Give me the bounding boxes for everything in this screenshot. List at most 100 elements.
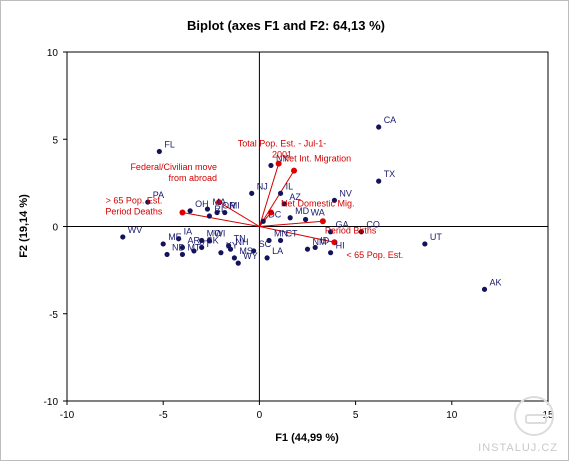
observation-label: SC: [259, 239, 272, 249]
observation-point: [227, 246, 234, 252]
observation-label: LA: [272, 246, 283, 256]
observation-point: [164, 251, 170, 258]
observation-point: [327, 229, 334, 235]
observation-label: MI: [230, 201, 240, 211]
observation-point: [358, 229, 364, 235]
observation-point: [231, 255, 237, 261]
observation-label: PA: [153, 190, 164, 200]
observation-point: [266, 237, 272, 244]
variable-vector: [259, 226, 335, 243]
observation-label: IA: [184, 227, 193, 237]
observation-point: [235, 260, 241, 266]
observation-point: [481, 286, 488, 292]
observation-point: [302, 216, 309, 223]
observation-point: [331, 197, 338, 203]
variable-vector: [218, 201, 260, 227]
observation-label: CT: [286, 228, 298, 238]
variable-point: [267, 209, 274, 216]
observation-point: [260, 218, 266, 224]
variable-label: Net Int. Migration: [283, 154, 352, 164]
observation-point: [422, 241, 428, 247]
variable-point: [215, 199, 222, 206]
observation-label: AR: [187, 235, 200, 245]
observation-label: NM: [313, 237, 327, 247]
observation-label: MN: [274, 228, 288, 238]
observation-point: [304, 246, 311, 252]
observation-label: WY: [243, 251, 258, 261]
variable-label: Total Pop. Est. - Jul-1-2001: [238, 139, 327, 160]
observation-label: HI: [336, 241, 345, 251]
observation-label: NH: [236, 237, 249, 247]
variable-vector: [182, 212, 260, 227]
variable-label: Federal/Civilian move from abroad: [130, 162, 217, 183]
watermark-logo-icon: [514, 396, 554, 436]
observation-point: [120, 234, 126, 240]
observation-label: MS: [239, 246, 253, 256]
variable-point: [275, 160, 282, 167]
x-tick-label: -10: [60, 410, 75, 421]
observation-label: KY: [226, 241, 238, 251]
observation-label: OH: [195, 199, 209, 209]
y-tick-label: 10: [47, 48, 59, 59]
observation-point: [264, 255, 270, 261]
observation-label: WA: [311, 208, 325, 218]
observation-label: AK: [490, 277, 502, 287]
observation-point: [191, 248, 197, 254]
x-tick-label: 0: [257, 410, 263, 421]
variable-label: < 65 Pop. Est.: [346, 250, 403, 260]
observation-point: [376, 124, 382, 130]
observation-label: ME: [168, 232, 182, 242]
observation-point: [287, 215, 293, 221]
observation-point: [251, 248, 257, 254]
watermark: INSTALUJ.CZ: [478, 442, 558, 454]
observation-label: MO: [207, 228, 222, 238]
observation-label: GA: [336, 220, 349, 230]
observation-label: RI: [214, 204, 223, 214]
observation-point: [281, 201, 288, 207]
observation-point: [179, 244, 186, 251]
observation-label: MT: [187, 242, 200, 252]
observation-point: [214, 209, 220, 216]
observation-label: NV: [339, 188, 352, 198]
y-tick-label: -10: [44, 397, 59, 408]
observation-label: UT: [430, 232, 442, 242]
observation-label: FL: [164, 139, 175, 149]
observation-label: WI: [214, 228, 225, 238]
x-tick-label: 5: [353, 410, 359, 421]
observation-label: ND: [172, 242, 185, 252]
observation-point: [145, 199, 151, 205]
observation-label: WV: [128, 225, 142, 235]
observation-point: [160, 241, 166, 247]
observation-label: CA: [384, 115, 397, 125]
variable-point: [319, 218, 326, 225]
x-tick-label: 10: [446, 410, 458, 421]
variable-point: [331, 239, 338, 246]
observation-label: VT: [199, 239, 211, 249]
variable-vector: [258, 163, 280, 227]
y-tick-label: 5: [52, 135, 58, 146]
observation-point: [206, 237, 212, 244]
observation-label: NJ: [257, 181, 268, 191]
observation-point: [187, 208, 193, 214]
observation-label: ID: [320, 235, 330, 245]
observation-label: CO: [366, 220, 380, 230]
observation-point: [175, 236, 182, 242]
observation-label: IL: [286, 181, 294, 191]
observation-point: [206, 213, 212, 219]
y-axis-title: F2 (19,14 %): [18, 194, 30, 258]
observation-point: [312, 244, 318, 251]
observation-point: [199, 244, 205, 251]
observation-point: [376, 178, 382, 184]
observation-label: DC: [268, 209, 281, 219]
observation-point: [222, 209, 228, 216]
observation-point: [179, 251, 186, 258]
x-tick-label: -5: [159, 410, 168, 421]
variable-vector: [258, 170, 295, 227]
observation-point: [277, 190, 284, 196]
variable-label: > 65 Pop. Est. Period Deaths: [105, 196, 163, 217]
observation-point: [204, 206, 211, 212]
y-tick-label: -5: [49, 310, 58, 321]
x-axis-title: F1 (44,99 %): [275, 432, 339, 444]
